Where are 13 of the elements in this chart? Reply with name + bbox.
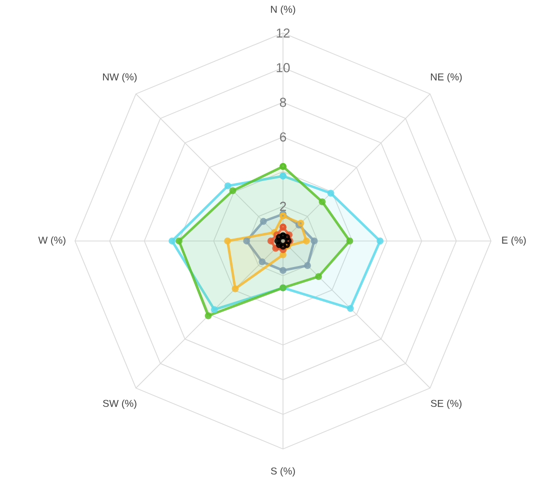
y-tick-label: 6 — [280, 132, 286, 142]
y-tick-label: 12 — [276, 28, 290, 38]
spoke-label: SW (%) — [102, 400, 136, 409]
y-tick-label: 2 — [280, 202, 286, 211]
spoke-label: W (%) — [38, 236, 66, 246]
spoke-label: N (%) — [271, 5, 296, 15]
y-tick-label: 10 — [276, 63, 290, 72]
spoke-label: SE (%) — [430, 400, 462, 409]
spoke-label: E (%) — [502, 236, 526, 246]
spoke-label: NE (%) — [430, 73, 462, 82]
spoke-label: S (%) — [270, 467, 295, 477]
y-tick-label: 8 — [280, 98, 286, 107]
spoke-label: NW (%) — [103, 73, 137, 82]
